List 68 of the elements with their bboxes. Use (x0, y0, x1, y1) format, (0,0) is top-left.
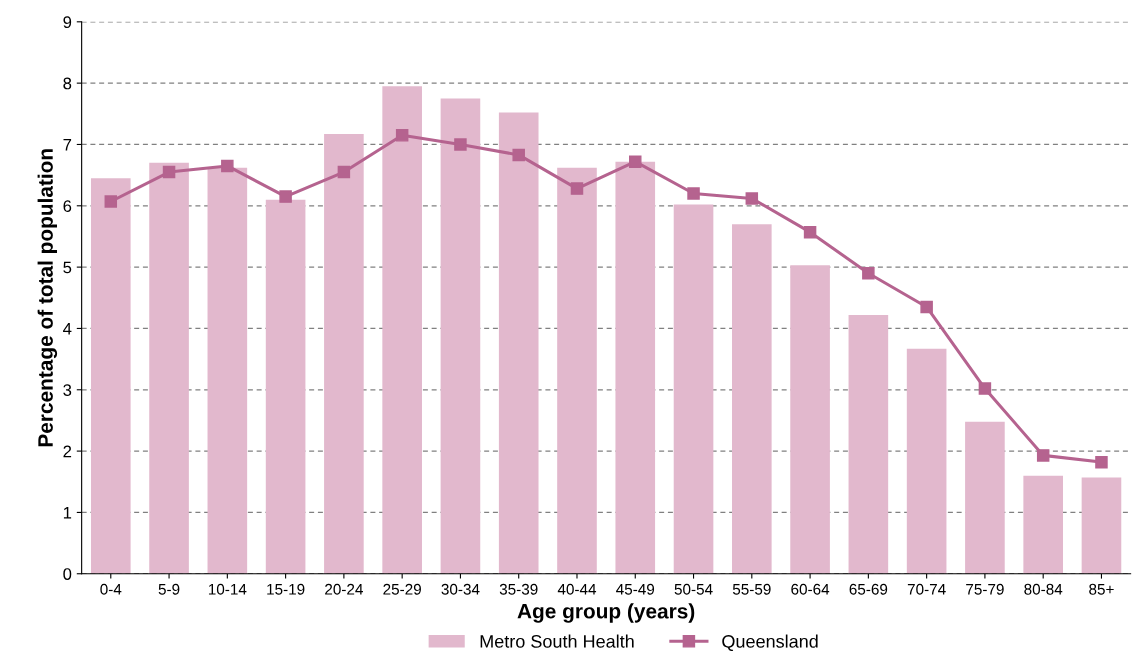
y-tick-label: 9 (63, 16, 72, 29)
y-tick-label: 7 (63, 139, 72, 151)
point (454, 138, 467, 151)
x-tick-label: 60-64 (791, 583, 830, 595)
bar (265, 199, 306, 574)
x-tick-label: 40-44 (557, 583, 597, 595)
point (862, 266, 875, 280)
bar (149, 162, 189, 574)
bar (382, 86, 422, 574)
y-tick-label: 0 (63, 568, 72, 580)
x-tick-label: 65-69 (849, 583, 888, 595)
x-tick-label: 70-74 (907, 583, 946, 595)
point (1036, 449, 1050, 462)
point (221, 159, 234, 173)
point (920, 300, 933, 314)
point (162, 165, 176, 179)
x-tick-label: 25-29 (383, 583, 421, 595)
y-axis-title: Percentage of total population (37, 149, 58, 447)
x-tick-label: 45-49 (616, 583, 655, 595)
y-tick-label: 1 (63, 506, 72, 519)
point (745, 192, 759, 205)
bar (207, 167, 248, 574)
y-tick-label: 4 (63, 323, 72, 335)
bar (615, 161, 656, 574)
point (570, 182, 584, 195)
y-tick-label: 8 (63, 77, 72, 90)
bar (90, 178, 131, 574)
point (512, 148, 525, 162)
x-tick-label: 10-14 (208, 583, 247, 595)
bar (848, 314, 889, 574)
x-tick-label: 30-34 (441, 583, 480, 595)
bar (440, 98, 481, 574)
point (803, 225, 817, 239)
x-tick-label: 85+ (1089, 583, 1114, 595)
bar (732, 224, 772, 574)
bar (1081, 477, 1122, 574)
x-tick-label: 80-84 (1024, 583, 1063, 595)
bar (965, 421, 1005, 574)
bar (498, 112, 539, 574)
bar (906, 348, 947, 574)
y-tick-label: 6 (63, 200, 72, 212)
point (687, 187, 700, 200)
x-tick-label: 15-19 (267, 583, 305, 595)
y-tick-label: 2 (63, 445, 72, 458)
point (104, 195, 118, 208)
x-tick-label: 20-24 (325, 583, 363, 595)
y-tick-label: 5 (63, 261, 72, 274)
point (337, 165, 351, 179)
point (1095, 455, 1108, 469)
legend-label: Queensland (722, 634, 818, 652)
bar (790, 265, 830, 574)
x-axis-title: Age group (years) (517, 603, 695, 623)
point (629, 155, 642, 168)
bar (557, 167, 597, 574)
x-tick-label: 55-59 (732, 583, 771, 595)
x-tick-label: 50-54 (674, 583, 713, 595)
bar (1023, 475, 1063, 574)
x-tick-label: 0-4 (100, 583, 122, 595)
y-tick-label: 3 (63, 384, 72, 396)
point (978, 382, 992, 395)
bar (324, 134, 364, 574)
x-tick-label: 35-39 (499, 583, 538, 595)
x-tick-label: 75-79 (966, 583, 1004, 595)
x-tick-label: 5-9 (158, 583, 180, 595)
bar (673, 204, 714, 574)
point (395, 129, 409, 142)
point (279, 190, 292, 203)
legend-label: Metro South Health (480, 634, 634, 648)
